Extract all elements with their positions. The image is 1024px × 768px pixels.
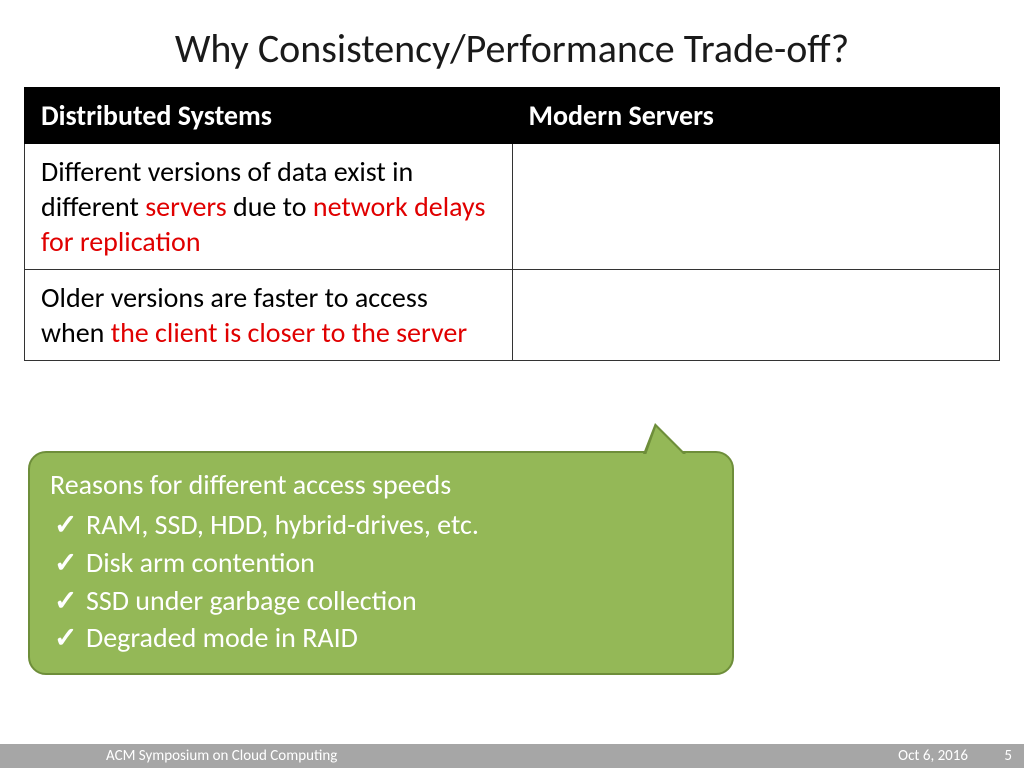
callout-item: Degraded mode in RAID	[50, 619, 712, 657]
highlight-text: the client is closer to the server	[111, 315, 467, 350]
callout-item: SSD under garbage collection	[50, 582, 712, 620]
callout-item: Disk arm contention	[50, 544, 712, 582]
table-row: Different versions of data exist in diff…	[25, 144, 1000, 270]
footer-venue: ACM Symposium on Cloud Computing	[106, 747, 337, 765]
callout-item: RAM, SSD, HDD, hybrid-drives, etc.	[50, 506, 712, 544]
callout-list: RAM, SSD, HDD, hybrid-drives, etc. Disk …	[50, 506, 712, 657]
slide-title: Why Consistency/Performance Trade-off?	[0, 0, 1024, 87]
callout-title: Reasons for different access speeds	[50, 467, 712, 502]
header-modern: Modern Servers	[512, 88, 1000, 144]
callout-tail	[646, 427, 684, 455]
comparison-table: Distributed Systems Modern Servers Diffe…	[24, 87, 1000, 361]
highlight-text: servers	[145, 189, 226, 224]
table-header-row: Distributed Systems Modern Servers	[25, 88, 1000, 144]
footer-page-number: 5	[1004, 747, 1012, 765]
cell-distributed-1: Different versions of data exist in diff…	[25, 144, 513, 270]
callout-bubble: Reasons for different access speeds RAM,…	[28, 451, 734, 675]
cell-modern-1	[512, 144, 1000, 270]
header-distributed: Distributed Systems	[25, 88, 513, 144]
cell-modern-2	[512, 270, 1000, 361]
footer-bar: ACM Symposium on Cloud Computing Oct 6, …	[0, 744, 1024, 768]
cell-distributed-2: Older versions are faster to access when…	[25, 270, 513, 361]
footer-date: Oct 6, 2016	[898, 747, 968, 765]
table-row: Older versions are faster to access when…	[25, 270, 1000, 361]
